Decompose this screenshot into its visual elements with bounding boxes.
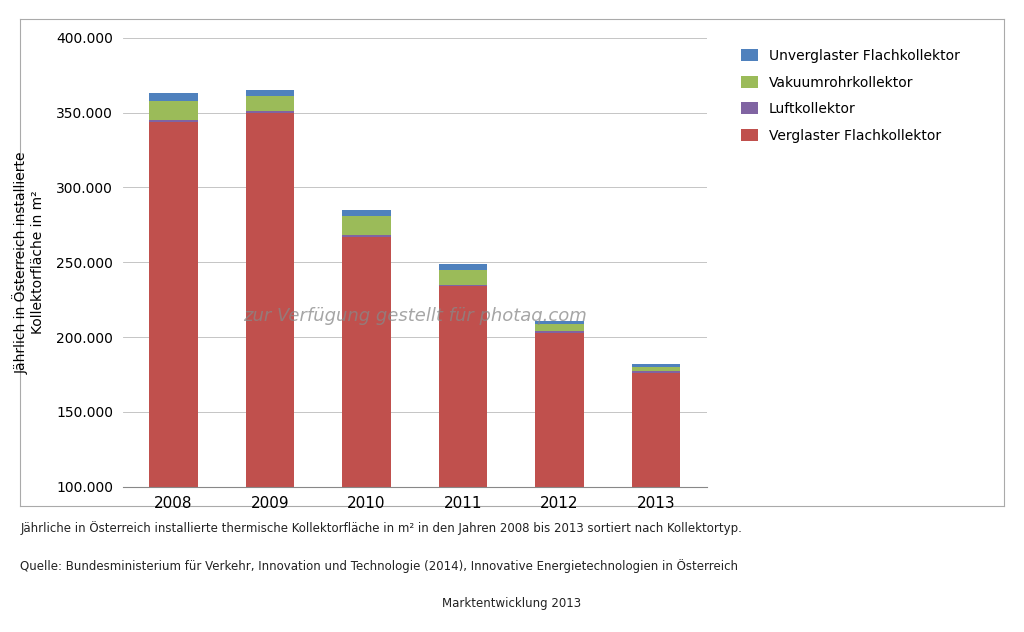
Bar — [439, 264, 487, 270]
Bar — [342, 237, 390, 632]
Bar — [342, 210, 390, 216]
Bar — [150, 120, 198, 122]
Bar — [536, 320, 584, 324]
Bar — [632, 372, 680, 373]
Bar — [439, 284, 487, 286]
Bar — [536, 332, 584, 632]
Bar — [536, 331, 584, 332]
Bar — [246, 112, 294, 632]
Bar — [439, 270, 487, 284]
Bar — [246, 90, 294, 96]
Bar — [536, 324, 584, 331]
Bar — [246, 96, 294, 111]
Y-axis label: Jährlich in Österreich installierte
Kollektorfläche in m²: Jährlich in Österreich installierte Koll… — [13, 151, 45, 374]
Text: Quelle: Bundesministerium für Verkehr, Innovation und Technologie (2014), Innova: Quelle: Bundesministerium für Verkehr, I… — [20, 559, 738, 573]
Bar — [150, 100, 198, 120]
Bar — [246, 111, 294, 112]
Text: Marktentwicklung 2013: Marktentwicklung 2013 — [442, 597, 582, 611]
Bar — [150, 122, 198, 632]
Bar — [632, 364, 680, 367]
Bar — [342, 235, 390, 237]
Bar — [342, 216, 390, 235]
Bar — [632, 367, 680, 372]
Text: Jährliche in Österreich installierte thermische Kollektorfläche in m² in den Jah: Jährliche in Österreich installierte the… — [20, 521, 742, 535]
Legend: Unverglaster Flachkollektor, Vakuumrohrkollektor, Luftkollektor, Verglaster Flac: Unverglaster Flachkollektor, Vakuumrohrk… — [737, 45, 964, 147]
Bar — [632, 373, 680, 632]
Bar — [150, 94, 198, 100]
Text: zur Verfügung gestellt für photaq.com: zur Verfügung gestellt für photaq.com — [243, 307, 587, 325]
Bar — [439, 286, 487, 632]
